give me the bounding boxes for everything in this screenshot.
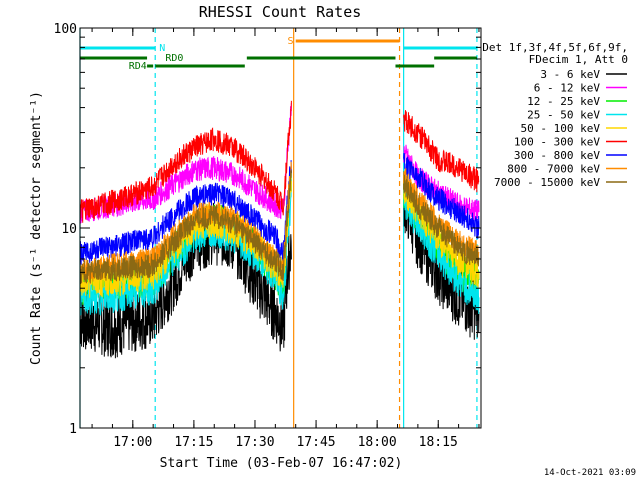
- x-tick-label-2: 17:30: [235, 435, 274, 450]
- legend-label-0: 3 - 6 keV: [540, 68, 600, 81]
- legend-label-4: 50 - 100 keV: [521, 122, 601, 135]
- legend-header-line-1: Det 1f,3f,4f,5f,6f,9f,: [482, 41, 628, 54]
- state-label-rd4: RD4: [129, 61, 147, 72]
- x-tick-label-5: 18:15: [419, 435, 458, 450]
- series-line-8-part-1: [403, 174, 480, 267]
- x-axis-label: Start Time (03-Feb-07 16:47:02): [160, 456, 403, 471]
- x-tick-label-0: 17:00: [113, 435, 152, 450]
- series-line-5-part-0: [79, 100, 292, 223]
- state-label-rd0: RD0: [165, 53, 183, 64]
- legend-label-8: 7000 - 15000 keV: [494, 176, 600, 189]
- series-line-6-part-1: [403, 153, 480, 239]
- legend-label-6: 300 - 800 keV: [514, 149, 600, 162]
- legend-header-line-2: FDecim 1, Att 0: [529, 53, 628, 66]
- legend-label-3: 25 - 50 keV: [527, 109, 600, 122]
- y-axis-label: Count Rate (s⁻¹ detector segment⁻¹): [29, 91, 44, 365]
- state-label-s: S: [288, 36, 294, 47]
- x-tick-label-1: 17:15: [174, 435, 213, 450]
- series-line-6-part-0: [79, 160, 292, 265]
- series-line-8-part-0: [79, 170, 292, 285]
- timestamp-label: 14-Oct-2021 03:09: [544, 468, 636, 478]
- y-tick-label-2: 100: [54, 22, 77, 37]
- legend-label-5: 100 - 300 keV: [514, 136, 600, 149]
- legend-label-2: 12 - 25 keV: [527, 95, 600, 108]
- series-line-5-part-1: [403, 110, 480, 193]
- y-tick-label-0: 1: [69, 422, 77, 437]
- y-tick-label-1: 10: [61, 222, 77, 237]
- legend-label-7: 800 - 7000 keV: [507, 163, 600, 176]
- chart-title: RHESSI Count Rates: [199, 3, 362, 21]
- state-label-n: N: [159, 43, 165, 54]
- legend-label-1: 6 - 12 keV: [534, 82, 601, 95]
- x-tick-label-3: 17:45: [296, 435, 335, 450]
- axes: 1 10 100 17:00 17:15 17:30 17:45 18:00 18:15: [54, 22, 482, 450]
- x-tick-label-4: 18:00: [358, 435, 397, 450]
